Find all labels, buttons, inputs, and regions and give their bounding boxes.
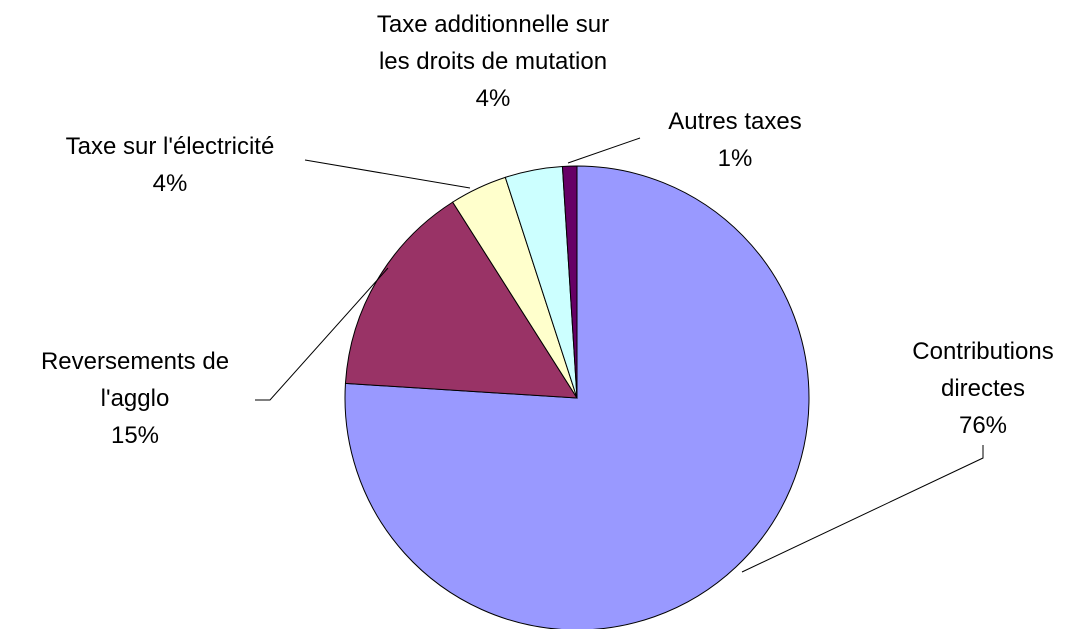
category-label: Taxe additionnelle sur les droits de mut… xyxy=(376,11,610,75)
value-label: 4% xyxy=(475,85,511,112)
leader-line xyxy=(255,267,389,401)
slice-label: Contributions directes 76% xyxy=(893,333,1073,444)
slice-label: Autres taxes 1% xyxy=(645,103,825,177)
slice-label: Taxe sur l'électricité 4% xyxy=(25,128,315,202)
slice-label: Taxe additionnelle sur les droits de mut… xyxy=(373,6,613,117)
category-label: Taxe sur l'électricité xyxy=(65,133,275,160)
value-label: 4% xyxy=(152,170,188,197)
slice-label: Reversements de l'agglo 15% xyxy=(10,343,260,454)
value-label: 15% xyxy=(110,422,160,449)
leader-line xyxy=(304,159,471,189)
value-label: 1% xyxy=(717,145,753,172)
category-label: Reversements de l'agglo xyxy=(40,348,230,412)
leader-line xyxy=(567,137,641,164)
category-label: Contributions directes xyxy=(912,338,1054,402)
leader-lines xyxy=(255,137,984,573)
pie xyxy=(344,165,810,629)
value-label: 76% xyxy=(958,412,1008,439)
leader-line xyxy=(741,445,984,573)
category-label: Autres taxes xyxy=(668,108,802,135)
pie-slice xyxy=(561,165,578,399)
